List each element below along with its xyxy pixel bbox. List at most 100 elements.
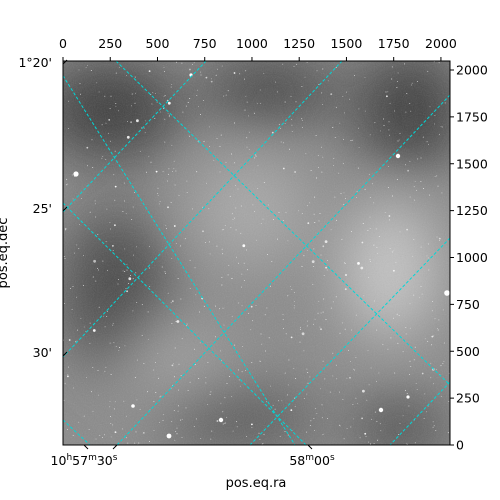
star <box>263 433 265 435</box>
star <box>112 245 114 247</box>
star <box>91 391 92 393</box>
star <box>236 256 238 258</box>
star <box>222 423 224 425</box>
star <box>109 222 111 224</box>
star <box>391 78 393 80</box>
x-axis-label: pos.eq.ra <box>226 476 287 491</box>
star <box>235 421 237 422</box>
star <box>312 284 314 286</box>
star <box>147 391 148 393</box>
star <box>326 269 328 271</box>
star <box>246 249 247 251</box>
star <box>238 302 240 304</box>
star <box>268 337 270 339</box>
star <box>237 188 239 190</box>
star <box>252 320 253 322</box>
star <box>74 252 76 254</box>
star <box>278 400 279 402</box>
star <box>102 156 104 158</box>
star <box>389 102 391 104</box>
star <box>394 110 395 112</box>
star <box>282 63 284 65</box>
star <box>106 310 108 312</box>
star <box>155 392 157 393</box>
star <box>242 244 246 248</box>
star <box>143 127 145 129</box>
star <box>136 246 138 248</box>
star <box>336 378 338 380</box>
star <box>186 192 188 194</box>
star <box>376 421 378 422</box>
star <box>170 387 172 389</box>
dec-tick-marks <box>62 59 68 357</box>
star <box>189 381 191 383</box>
star <box>323 274 325 276</box>
star <box>216 245 218 247</box>
star <box>173 168 175 170</box>
star <box>76 244 78 246</box>
star <box>237 369 239 371</box>
star <box>221 229 223 231</box>
star <box>322 156 324 158</box>
star <box>409 327 411 329</box>
star <box>444 102 446 104</box>
star <box>368 173 370 175</box>
pixel-x-axis: 0 250 500 750 1000 1250 1500 1750 2000 <box>59 36 457 61</box>
star <box>393 317 395 319</box>
star <box>302 127 304 128</box>
star <box>405 111 407 113</box>
star <box>397 72 399 74</box>
star <box>293 305 295 307</box>
star <box>429 106 431 108</box>
star <box>153 369 155 371</box>
star <box>124 248 126 250</box>
star <box>321 92 323 94</box>
star <box>252 204 254 206</box>
star <box>126 135 130 139</box>
star <box>109 342 111 344</box>
star <box>315 135 317 137</box>
star <box>432 426 434 428</box>
star <box>136 301 138 303</box>
star <box>130 121 133 124</box>
star <box>434 175 436 177</box>
star <box>215 336 216 338</box>
star <box>222 307 224 309</box>
star <box>83 415 85 417</box>
star <box>259 89 261 91</box>
star <box>273 219 275 221</box>
star <box>264 314 266 316</box>
star <box>180 245 181 247</box>
star <box>114 150 116 152</box>
star <box>221 360 222 362</box>
star <box>235 185 236 187</box>
star <box>102 437 103 439</box>
star <box>294 292 296 294</box>
star <box>181 62 183 64</box>
star <box>79 82 81 84</box>
star <box>416 189 417 191</box>
star <box>119 66 121 68</box>
star <box>110 436 112 438</box>
star <box>79 224 81 226</box>
star <box>209 394 211 395</box>
star <box>432 301 434 302</box>
star <box>415 383 417 384</box>
star <box>338 424 340 426</box>
star <box>263 72 265 74</box>
star <box>332 127 334 128</box>
star <box>117 283 119 285</box>
star <box>317 166 319 168</box>
star <box>246 146 248 148</box>
star <box>245 70 247 72</box>
star <box>251 362 253 364</box>
star <box>210 391 212 393</box>
star <box>392 250 394 252</box>
star <box>311 260 315 263</box>
star <box>358 108 360 110</box>
star <box>148 267 150 269</box>
star <box>134 191 135 193</box>
star <box>170 201 172 203</box>
star <box>317 155 319 157</box>
star <box>221 65 223 67</box>
